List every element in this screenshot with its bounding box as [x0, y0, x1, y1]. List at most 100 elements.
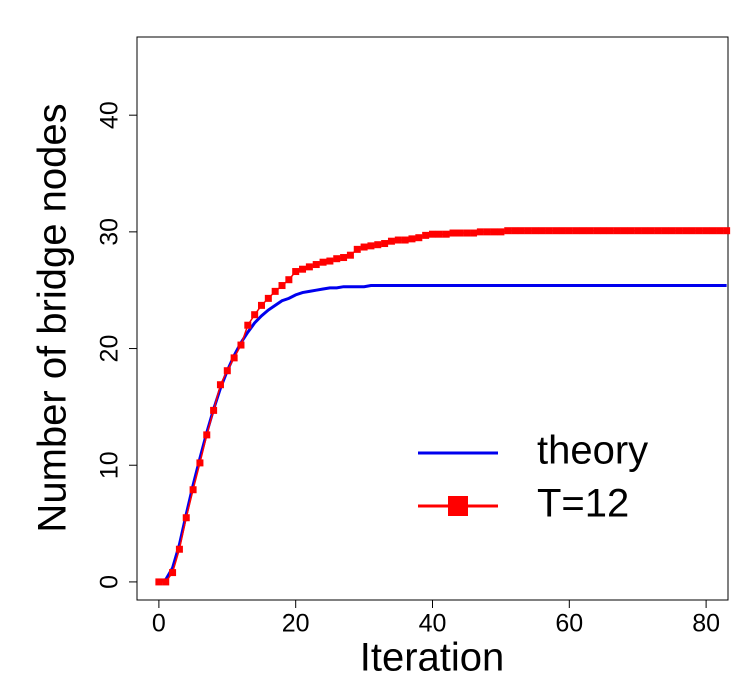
- point-marker: [682, 227, 690, 235]
- point-marker: [189, 486, 197, 494]
- point-marker: [367, 242, 375, 250]
- point-marker: [312, 261, 320, 269]
- point-marker: [381, 240, 389, 248]
- point-marker: [517, 227, 525, 235]
- point-marker: [600, 227, 608, 235]
- series-line: [158, 284, 727, 584]
- legend-marker: [448, 496, 468, 516]
- point-marker: [299, 265, 307, 273]
- y-tick-label: 20: [96, 335, 124, 363]
- point-marker: [285, 276, 293, 284]
- point-marker: [442, 230, 450, 238]
- point-marker: [654, 227, 662, 235]
- point-marker: [333, 255, 341, 263]
- point-marker: [709, 227, 717, 235]
- point-marker: [394, 236, 402, 244]
- point-marker: [264, 294, 272, 302]
- point-marker: [449, 229, 457, 237]
- point-marker: [360, 243, 368, 251]
- point-marker: [169, 569, 177, 577]
- point-marker: [230, 354, 238, 362]
- point-marker: [251, 311, 259, 319]
- point-marker: [292, 268, 300, 276]
- point-marker: [538, 227, 546, 235]
- point-marker: [497, 228, 505, 236]
- point-marker: [627, 227, 635, 235]
- point-marker: [435, 230, 443, 238]
- point-marker: [340, 254, 348, 262]
- point-marker: [278, 282, 286, 290]
- point-marker: [668, 227, 676, 235]
- point-marker: [162, 578, 170, 586]
- point-marker: [244, 321, 252, 329]
- y-axis-label: Number of bridge nodes: [31, 103, 75, 532]
- point-marker: [511, 227, 519, 235]
- point-marker: [586, 227, 594, 235]
- point-marker: [723, 227, 731, 235]
- point-marker: [476, 228, 484, 236]
- point-marker: [326, 257, 334, 265]
- point-marker: [305, 263, 313, 271]
- y-tick-label: 0: [96, 575, 124, 589]
- point-marker: [634, 227, 642, 235]
- point-marker: [647, 227, 655, 235]
- point-marker: [463, 229, 471, 237]
- point-marker: [490, 228, 498, 236]
- point-marker: [504, 227, 512, 235]
- point-marker: [579, 227, 587, 235]
- y-tick-label: 40: [96, 101, 124, 129]
- point-marker: [545, 227, 553, 235]
- point-marker: [620, 227, 628, 235]
- point-marker: [675, 227, 683, 235]
- point-marker: [641, 227, 649, 235]
- point-marker: [271, 287, 279, 295]
- y-tick-label: 30: [96, 218, 124, 246]
- point-marker: [483, 228, 491, 236]
- x-axis-label: Iteration: [360, 636, 505, 680]
- point-marker: [408, 235, 416, 243]
- point-marker: [257, 301, 265, 309]
- point-marker: [565, 227, 573, 235]
- point-marker: [237, 341, 245, 349]
- x-tick-label: 40: [419, 610, 447, 638]
- point-marker: [661, 227, 669, 235]
- point-marker: [429, 230, 436, 238]
- point-marker: [387, 237, 395, 245]
- legend-label: theory: [537, 429, 648, 473]
- point-marker: [182, 514, 190, 522]
- point-marker: [353, 245, 361, 253]
- point-marker: [688, 227, 696, 235]
- x-tick-label: 20: [282, 610, 310, 638]
- point-marker: [216, 381, 224, 389]
- point-marker: [470, 229, 478, 237]
- point-marker: [524, 227, 532, 235]
- point-marker: [346, 251, 354, 259]
- point-marker: [319, 258, 327, 266]
- point-marker: [196, 459, 204, 467]
- point-marker: [606, 227, 614, 235]
- x-tick-label: 60: [555, 610, 583, 638]
- series-line: [158, 229, 727, 583]
- point-marker: [695, 227, 703, 235]
- point-marker: [552, 227, 560, 235]
- point-marker: [716, 227, 724, 235]
- point-marker: [203, 431, 211, 439]
- point-marker: [456, 229, 464, 237]
- point-marker: [531, 227, 539, 235]
- plot-frame: [136, 36, 729, 601]
- point-marker: [155, 578, 163, 586]
- point-marker: [572, 227, 580, 235]
- point-marker: [702, 227, 710, 235]
- point-marker: [415, 234, 423, 242]
- point-marker: [401, 236, 409, 244]
- x-tick-label: 80: [692, 610, 720, 638]
- point-marker: [223, 367, 231, 375]
- point-marker: [422, 231, 430, 239]
- y-tick-label: 10: [96, 451, 124, 479]
- point-marker: [374, 241, 382, 249]
- point-marker: [613, 227, 621, 235]
- point-marker: [593, 227, 601, 235]
- legend-label: T=12: [537, 482, 629, 526]
- point-marker: [210, 406, 218, 414]
